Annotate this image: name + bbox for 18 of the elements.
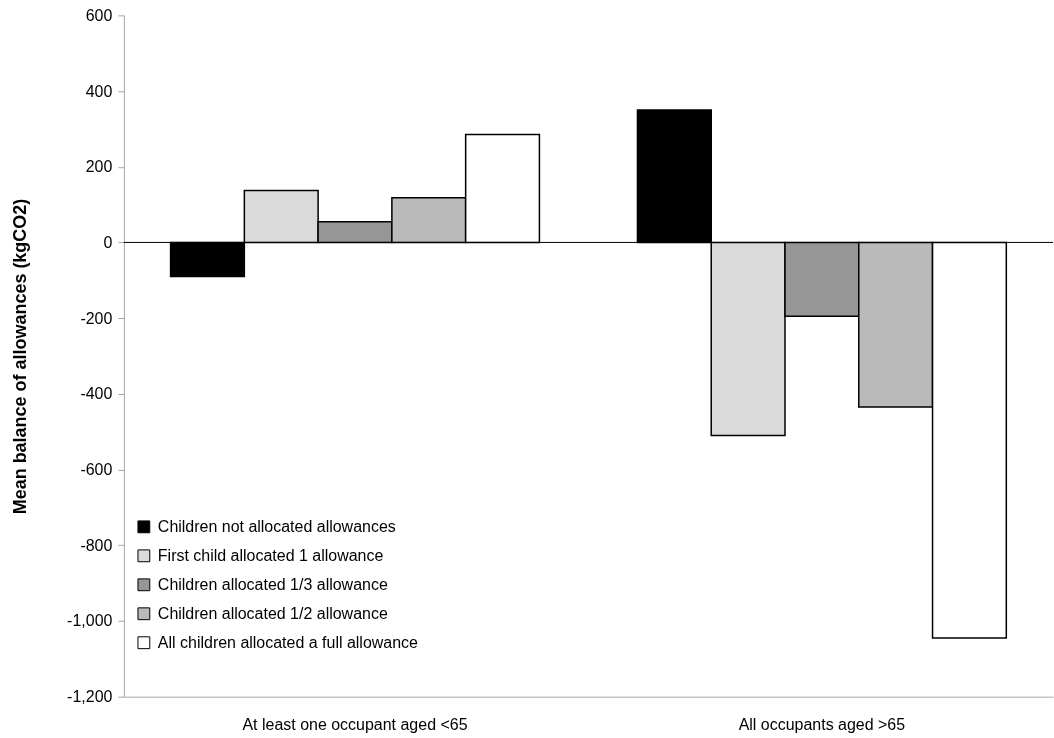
y-tick-label: -1,000 <box>67 612 113 630</box>
y-tick-label: -200 <box>80 309 113 327</box>
y-tick-label: 200 <box>85 158 113 176</box>
x-tick-label: All occupants aged >65 <box>738 716 906 734</box>
legend-label: Children allocated 1/3 allowance <box>157 575 388 593</box>
legend-label: Children allocated 1/2 allowance <box>157 604 388 622</box>
x-tick-label: At least one occupant aged <65 <box>242 716 468 734</box>
y-tick-label: -1,200 <box>67 688 113 706</box>
y-tick-label: -400 <box>80 385 113 403</box>
y-tick-label: -800 <box>80 536 113 554</box>
y-tick-label: 600 <box>85 6 113 24</box>
y-tick-label: 400 <box>85 82 113 100</box>
y-axis-title: Mean balance of allowances (kgCO2) <box>10 198 31 515</box>
legend-label: First child allocated 1 allowance <box>157 546 384 564</box>
y-tick-label: 0 <box>103 233 113 251</box>
y-tick-label: -600 <box>80 461 113 479</box>
legend-label: All children allocated a full allowance <box>157 633 419 651</box>
legend-label: Children not allocated allowances <box>157 517 396 535</box>
